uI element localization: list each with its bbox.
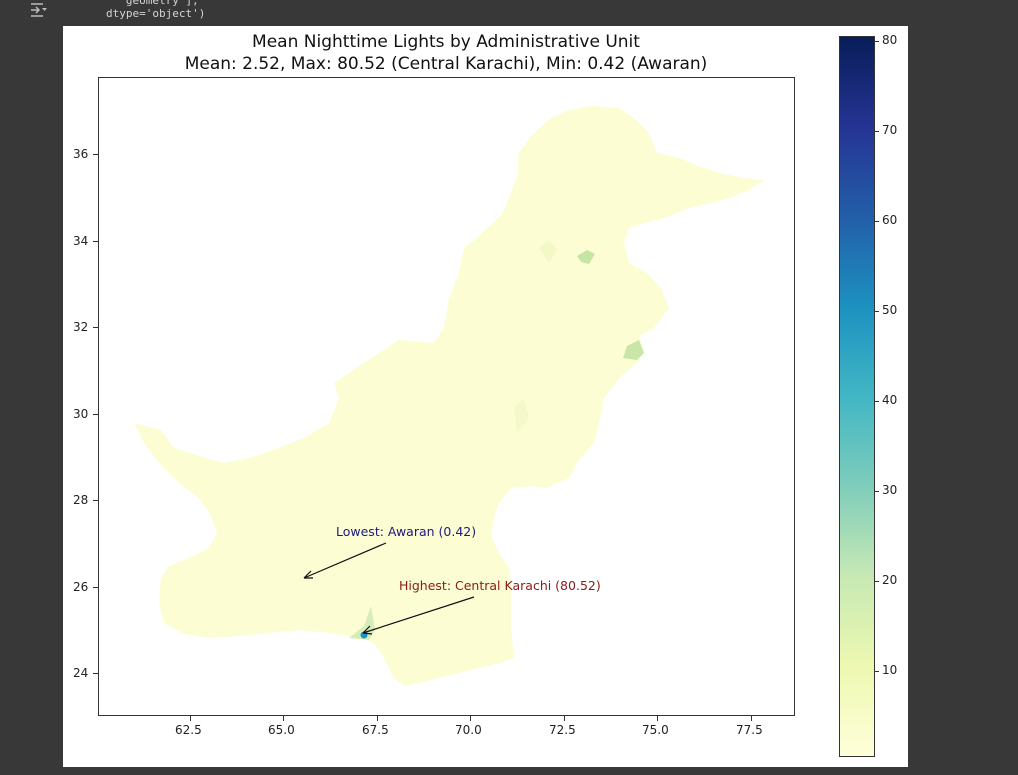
cbar-tick-70: 70: [882, 123, 898, 137]
matplotlib-figure: Mean Nighttime Lights by Administrative …: [63, 26, 908, 767]
cbar-tick-80: 80: [882, 33, 898, 47]
map-axes: Lowest: Awaran (0.42) Highest: Central K…: [98, 77, 795, 716]
y-tick-36: 36: [73, 147, 89, 161]
faint-district-1: [539, 240, 557, 263]
cbar-tick-30: 30: [882, 483, 898, 497]
output-toggle-icon[interactable]: [30, 2, 48, 18]
cbar-tick-50: 50: [882, 303, 898, 317]
annotation-highest: Highest: Central Karachi (80.52): [399, 578, 601, 593]
x-tick-67.5: 67.5: [362, 723, 389, 737]
lahore-region: [623, 340, 644, 360]
admin-units-polygon: [134, 106, 764, 686]
cbar-tick-40: 40: [882, 393, 898, 407]
cbar-tick-10: 10: [882, 663, 898, 677]
y-tick-32: 32: [73, 320, 89, 334]
islamabad-region: [577, 250, 595, 264]
x-tick-70.0: 70.0: [455, 723, 482, 737]
y-tick-34: 34: [73, 234, 89, 248]
y-tick-28: 28: [73, 493, 89, 507]
x-tick-75.0: 75.0: [642, 723, 669, 737]
cell-output-text: geometry'], dtype='object'): [106, 0, 206, 20]
x-tick-62.5: 62.5: [175, 723, 202, 737]
pakistan-choropleth: [134, 106, 764, 686]
annotation-lowest: Lowest: Awaran (0.42): [336, 524, 477, 539]
x-tick-77.5: 77.5: [736, 723, 763, 737]
colorbar: [839, 36, 875, 757]
chart-title: Mean Nighttime Lights by Administrative …: [252, 32, 640, 52]
y-tick-26: 26: [73, 580, 89, 594]
cbar-tick-60: 60: [882, 213, 898, 227]
faint-district-2: [514, 398, 529, 433]
y-tick-24: 24: [73, 666, 89, 680]
chart-subtitle: Mean: 2.52, Max: 80.52 (Central Karachi)…: [184, 54, 708, 74]
cbar-tick-20: 20: [882, 573, 898, 587]
y-tick-30: 30: [73, 407, 89, 421]
x-tick-65.0: 65.0: [268, 723, 295, 737]
x-tick-72.5: 72.5: [549, 723, 576, 737]
